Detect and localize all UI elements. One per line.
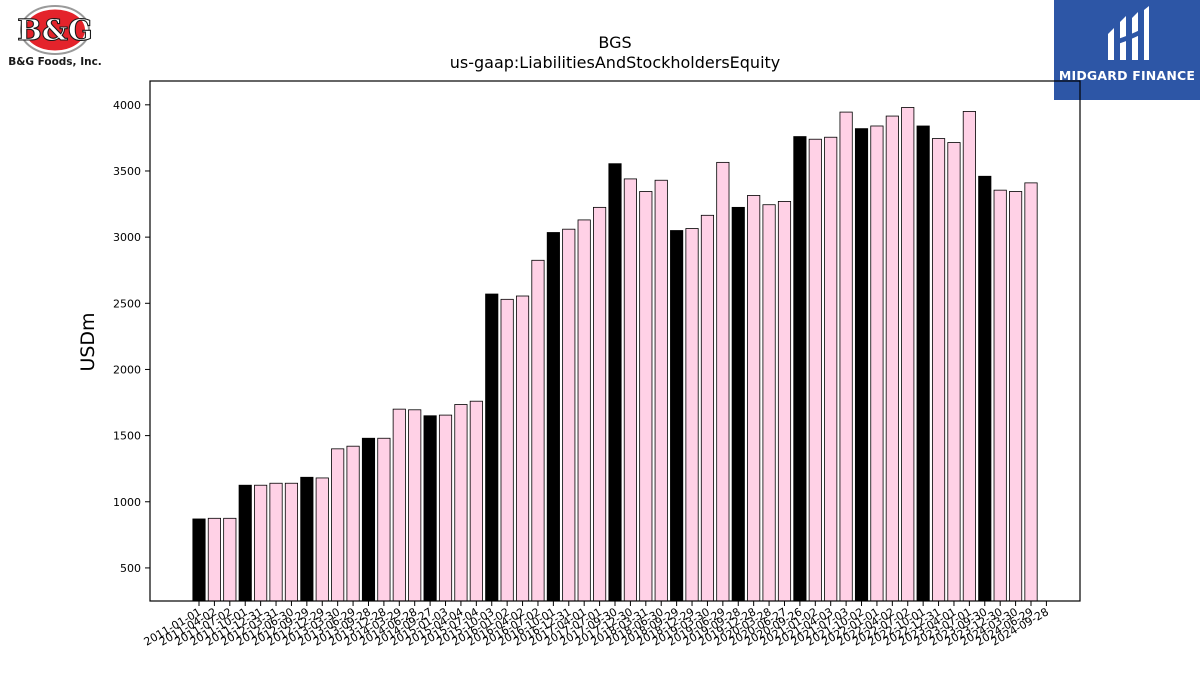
- bar: [885, 115, 899, 602]
- bar: [577, 219, 591, 602]
- bar: [223, 517, 237, 602]
- chart-subtitle: us-gaap:LiabilitiesAndStockholdersEquity: [450, 53, 781, 72]
- y-tick-label: 1500: [113, 430, 141, 443]
- y-axis-label: USDm: [77, 312, 99, 371]
- y-tick-label: 4000: [113, 99, 141, 112]
- bg-foods-name: B&G Foods, Inc.: [8, 56, 102, 68]
- y-tick-label: 3500: [113, 165, 141, 178]
- bar: [962, 111, 976, 602]
- bar: [608, 163, 622, 602]
- bar: [670, 230, 684, 602]
- bar: [315, 477, 329, 602]
- bar: [839, 111, 853, 602]
- bar: [931, 138, 946, 602]
- bar: [423, 415, 437, 602]
- bg-monogram: B&G: [17, 13, 92, 47]
- y-tick-label: 500: [120, 562, 141, 575]
- bar: [1024, 182, 1038, 602]
- y-tick-label: 2000: [113, 363, 141, 376]
- bar: [331, 448, 345, 602]
- bar: [947, 142, 961, 602]
- bar: [454, 404, 468, 602]
- x-axis: 2011-01-012011-04-022011-07-022011-10-01…: [142, 601, 1051, 649]
- bar: [284, 482, 299, 602]
- bar: [700, 214, 715, 602]
- bar: [639, 191, 653, 602]
- bar: [300, 476, 314, 602]
- bar: [870, 125, 884, 602]
- y-axis: 500 1000 1500 2000 2500 3000 3500 4000: [113, 99, 150, 575]
- bar: [269, 482, 283, 602]
- bar: [346, 445, 360, 602]
- bar: [593, 206, 607, 602]
- midgard-emblem-icon: [1108, 6, 1149, 60]
- bg-foods-logo-mark: B&G B&G Foods, Inc.: [8, 5, 102, 68]
- bar: [1009, 191, 1023, 602]
- midgard-finance-wordmark: MIDGARD FINANCE: [1058, 68, 1196, 83]
- y-tick-label: 2500: [113, 297, 141, 310]
- y-tick-label: 1000: [113, 496, 141, 509]
- bar: [562, 228, 576, 602]
- bar: [685, 228, 699, 602]
- bar: [777, 201, 792, 602]
- bar: [716, 161, 730, 602]
- bar: [916, 125, 930, 602]
- bar: [762, 204, 776, 602]
- bar: [654, 179, 668, 602]
- bar: [438, 414, 453, 602]
- midgard-finance-logo: MIDGARD FINANCE: [1054, 0, 1200, 100]
- bar: [993, 189, 1007, 602]
- bar: [854, 128, 869, 602]
- chart-title: BGS: [598, 33, 631, 52]
- bar: [361, 437, 376, 602]
- bar: [824, 136, 838, 602]
- bar: [808, 138, 822, 602]
- bar: [901, 107, 915, 602]
- bar: [207, 517, 221, 602]
- bar: [731, 206, 745, 602]
- bar: [546, 232, 560, 602]
- bar: [978, 175, 992, 602]
- bar: [238, 484, 252, 602]
- bar: [500, 298, 514, 602]
- bar: [192, 518, 206, 602]
- bg-foods-logo: B&G B&G Foods, Inc.: [0, 0, 115, 72]
- bar: [408, 409, 422, 602]
- y-tick-label: 3000: [113, 231, 141, 244]
- bar: [793, 136, 807, 602]
- bar-series: [192, 107, 1038, 602]
- bar: [531, 259, 545, 602]
- bar: [254, 484, 268, 602]
- bar: [747, 195, 761, 602]
- bar: [377, 437, 391, 602]
- bar: [485, 293, 499, 602]
- plot-frame: [149, 80, 1081, 602]
- bar: [623, 178, 637, 602]
- bar: [392, 408, 406, 602]
- bar: [515, 295, 530, 602]
- bar: [469, 400, 483, 602]
